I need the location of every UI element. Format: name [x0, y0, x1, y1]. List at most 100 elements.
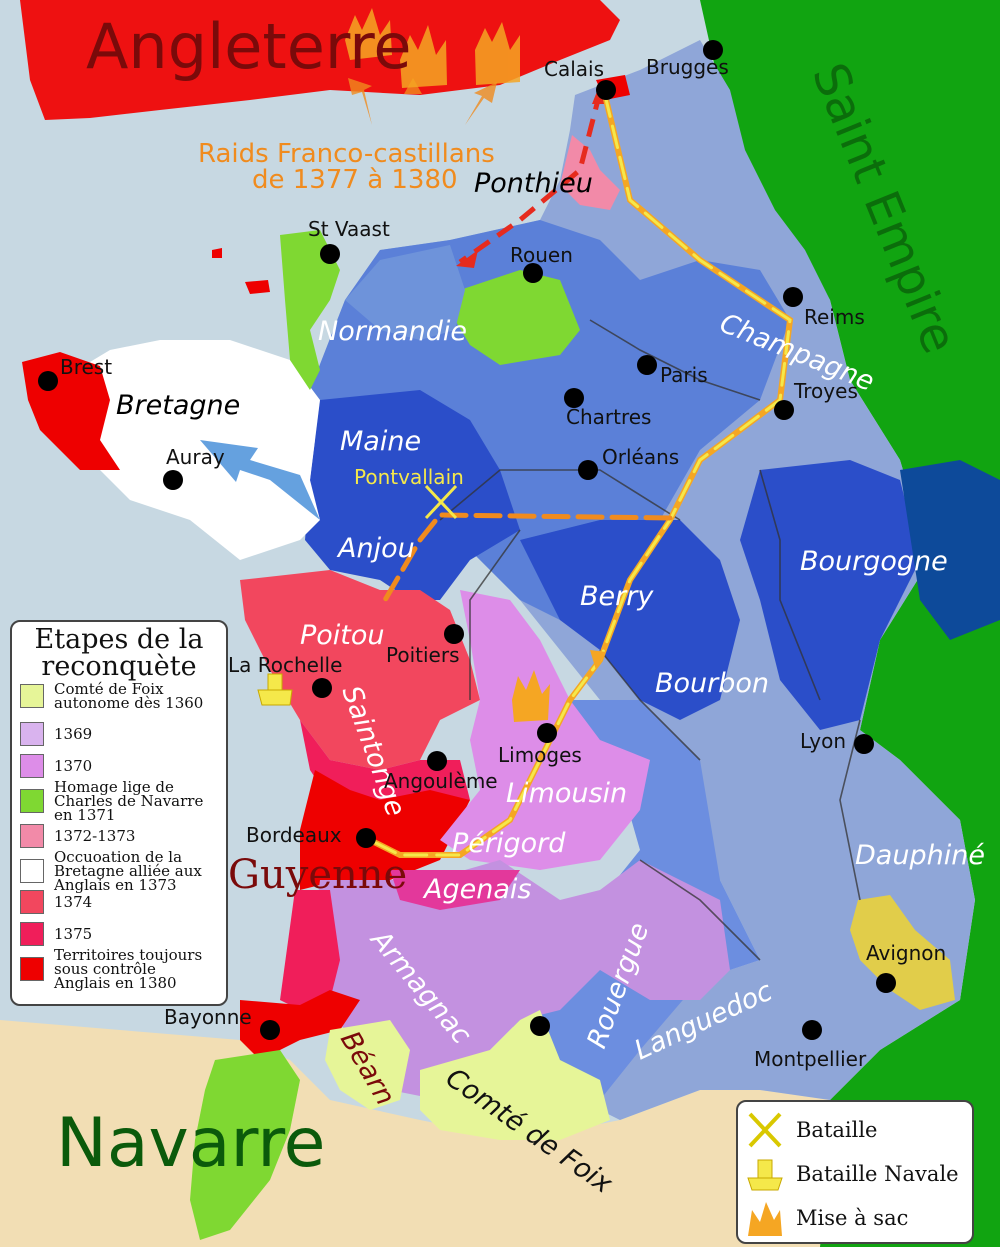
limoges-sack-icon — [512, 670, 550, 722]
saint-empire-territory — [700, 0, 1000, 1247]
city-reims: Reims — [804, 305, 865, 329]
legend-swatch — [20, 684, 44, 708]
city-orleans: Orléans — [602, 445, 679, 469]
region-anjou: Anjou — [336, 533, 415, 564]
city-poitiers: Poitiers — [386, 643, 460, 667]
city-dot-reims — [783, 287, 803, 307]
flame-icon — [748, 1202, 782, 1236]
pontvallain-battle-icon — [424, 484, 458, 520]
legend-title: Etapes de la reconquète — [34, 624, 204, 682]
guyenne-english-zone — [300, 770, 470, 890]
legend-label: Homage lige de Charles de Navarre en 137… — [54, 778, 204, 824]
region-dauphine: Dauphiné — [855, 840, 985, 871]
legend-label: 1372-1373 — [54, 827, 136, 845]
key-row-naval: Bataille Navale — [744, 1154, 959, 1194]
region-perigord: Périgord — [452, 828, 566, 859]
normandie-navarre-zone — [280, 230, 340, 390]
legend-item: Comté de Foix autonome dès 1360 — [20, 680, 204, 712]
berry-bourbon-region — [520, 520, 740, 720]
region-agenais: Agenais — [422, 874, 531, 905]
city-chartres: Chartres — [566, 405, 651, 429]
region-ponthieu: Ponthieu — [474, 168, 593, 199]
armagnac-zone — [310, 860, 730, 1100]
key-naval-label: Bataille Navale — [796, 1162, 959, 1186]
city-rouen: Rouen — [510, 243, 573, 267]
city-dots — [38, 40, 896, 1040]
city-dot-toulouse — [530, 1016, 550, 1036]
city-dot-st-vaast — [320, 244, 340, 264]
city-pontvallain: Pontvallain — [354, 465, 464, 489]
legend-item: 1370 — [20, 754, 92, 778]
region-bourgogne: Bourgogne — [800, 546, 948, 577]
bearn-zone — [325, 1020, 410, 1110]
evreux-navarre-zone — [455, 270, 580, 365]
bretagne-flight-arrow — [200, 440, 320, 520]
city-lyon: Lyon — [800, 729, 846, 753]
legend-label: Comté de Foix autonome dès 1360 — [54, 680, 204, 712]
city-dot-auray — [163, 470, 183, 490]
city-bayonne: Bayonne — [164, 1005, 252, 1029]
region-poitou: Poitou — [300, 620, 385, 651]
legend-label: Territoires toujours sous contrôle Angla… — [54, 946, 203, 992]
legend-item: 1374 — [20, 890, 92, 914]
legend-label: Occuoation de la Bretagne alliée aux Ang… — [54, 848, 202, 894]
key-row-battle: Bataille — [744, 1110, 878, 1150]
legend-item: Homage lige de Charles de Navarre en 137… — [20, 778, 204, 824]
agenais-zone — [390, 870, 520, 910]
city-dot-chartres — [564, 388, 584, 408]
city-dot-poitiers — [444, 624, 464, 644]
key-battle-label: Bataille — [796, 1118, 878, 1142]
island-red-2 — [212, 248, 222, 258]
avignon-zone — [850, 895, 955, 1010]
region-bourbon: Bourbon — [655, 668, 769, 699]
key-sack-label: Mise à sac — [796, 1206, 909, 1230]
maine-anjou-region — [305, 390, 520, 600]
region-maine: Maine — [340, 426, 421, 457]
navarre-green-zone — [190, 1050, 300, 1240]
city-troyes: Troyes — [793, 379, 858, 403]
legend-swatch — [20, 890, 44, 914]
chevauchee-route — [367, 92, 794, 858]
navarre-label: Navarre — [56, 1104, 326, 1183]
city-dot-rouen — [523, 263, 543, 283]
city-dot-montpellier — [802, 1020, 822, 1040]
city-montpellier: Montpellier — [754, 1047, 867, 1071]
burgundy-dark-region — [900, 460, 1000, 640]
region-bretagne: Bretagne — [116, 390, 240, 421]
city-dot-bayonne — [260, 1020, 280, 1040]
raids-label-line2: de 1377 à 1380 — [252, 165, 458, 195]
legend-label: 1374 — [54, 893, 93, 911]
city-calais: Calais — [544, 57, 604, 81]
symbol-key-panel: Bataille Bataille Navale Mise à sac — [736, 1100, 974, 1244]
bayonne-english-zone — [240, 990, 360, 1060]
legend-label: 1370 — [54, 757, 93, 775]
legend-panel: Etapes de la reconquète Comté de Foix aut… — [10, 620, 228, 1006]
england-title: Angleterre — [86, 10, 412, 83]
island-red — [245, 280, 270, 294]
bourgogne-region — [740, 460, 920, 730]
key-row-sack: Mise à sac — [744, 1198, 908, 1238]
city-dot-bordeaux — [356, 828, 376, 848]
legend-swatch — [20, 922, 44, 946]
legend-swatch — [20, 859, 44, 883]
region-normandie: Normandie — [318, 316, 467, 347]
city-st-vaast: St Vaast — [308, 217, 390, 241]
crossed-swords-icon — [748, 1112, 782, 1148]
raid-route — [458, 91, 603, 265]
bretagne-territory — [60, 340, 320, 560]
legend-item: Territoires toujours sous contrôle Angla… — [20, 946, 203, 992]
legend-swatch — [20, 789, 44, 813]
legend-swatch — [20, 722, 44, 746]
guyenne-label: Guyenne — [228, 852, 407, 898]
normandie-north-zone — [345, 245, 465, 340]
route-arrow-head — [590, 650, 606, 670]
city-dot-la-rochelle — [312, 678, 332, 698]
ship-icon — [747, 1159, 783, 1191]
legend-swatch — [20, 957, 44, 981]
city-angouleme: Angoulème — [384, 769, 498, 793]
city-dot-troyes — [774, 400, 794, 420]
ponthieu-zone — [560, 135, 620, 210]
region-berry: Berry — [580, 581, 654, 612]
legend-label: 1369 — [54, 725, 93, 743]
england-territory — [20, 0, 620, 120]
